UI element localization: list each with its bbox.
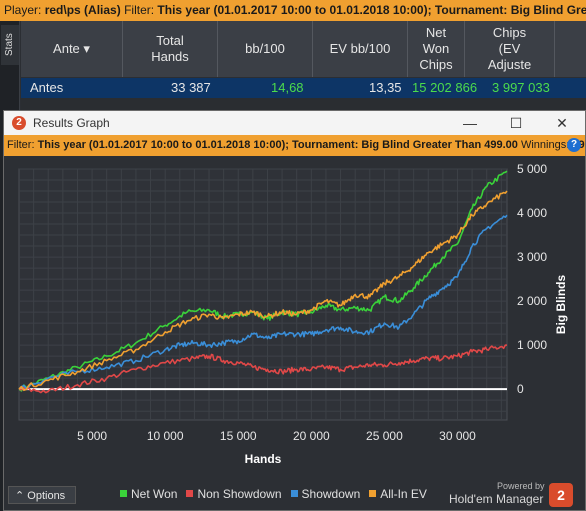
row-name: Antes	[30, 78, 63, 98]
y-axis-label: Big Blinds	[554, 275, 568, 335]
table-row[interactable]: Antes 33 387 14,68 13,35 15 202 866 3 99…	[21, 78, 586, 98]
row-bb100: 14,68	[271, 78, 304, 98]
column-chips-ev[interactable]: Chips (EV Adjuste	[465, 21, 555, 77]
row-chips-ev: 3 997 033	[492, 78, 550, 98]
winnings-label: Winnings:	[521, 139, 569, 151]
window-title: Results Graph	[33, 116, 110, 130]
legend-label: Net Won	[131, 487, 177, 501]
results-chart: 0 1 000 2 000 3 000 4 000 5 000 5 000 10 000 15 …	[4, 156, 585, 478]
results-graph-window: 2 Results Graph — ☐ ✕ Filter: This year …	[3, 110, 586, 511]
y-tick-label: 3 000	[517, 250, 547, 264]
legend-swatch	[186, 490, 193, 497]
column-ev-bb100[interactable]: EV bb/100	[313, 21, 408, 77]
chart-bottom-bar: ⌃ Options Net Won Non Showdown Showdown All…	[4, 478, 585, 510]
options-button[interactable]: ⌃ Options	[8, 486, 76, 504]
brand-logo-icon: 2	[549, 483, 573, 507]
window-titlebar[interactable]: 2 Results Graph — ☐ ✕	[4, 111, 585, 135]
y-tick-label: 4 000	[517, 206, 547, 220]
column-net-won[interactable]: Net Won Chips	[408, 21, 465, 77]
legend-item[interactable]: Showdown	[291, 487, 361, 501]
x-tick-label: 20 000	[293, 429, 330, 443]
y-tick-label: 2 000	[517, 294, 547, 308]
player-label: Player:	[4, 3, 41, 17]
legend-swatch	[369, 490, 376, 497]
x-tick-label: 25 000	[366, 429, 403, 443]
stats-tab[interactable]: Stats	[1, 25, 19, 65]
x-axis-label: Hands	[245, 452, 282, 466]
minimize-icon[interactable]: —	[447, 111, 493, 135]
y-tick-label: 0	[517, 382, 524, 396]
global-filter-bar: Player: red\ps (Alias) Filter: This year…	[0, 0, 586, 21]
column-bb100[interactable]: bb/100	[218, 21, 313, 77]
graph-filter-value: This year (01.01.2017 10:00 to 01.01.201…	[38, 139, 518, 151]
column-total-hands[interactable]: Total Hands	[123, 21, 218, 77]
y-tick-label: 1 000	[517, 338, 547, 352]
legend-item[interactable]: Non Showdown	[186, 487, 281, 501]
chart-legend: Net Won Non Showdown Showdown All-In EV	[120, 487, 436, 501]
maximize-icon[interactable]: ☐	[493, 111, 539, 135]
app-logo-icon: 2	[12, 116, 26, 130]
close-icon[interactable]: ✕	[539, 111, 585, 135]
legend-label: All-In EV	[380, 487, 427, 501]
graph-filter-label: Filter:	[7, 139, 35, 151]
row-total-hands: 33 387	[171, 78, 211, 98]
y-tick-label: 5 000	[517, 162, 547, 176]
x-tick-label: 5 000	[77, 429, 107, 443]
legend-swatch	[291, 490, 298, 497]
x-tick-label: 30 000	[439, 429, 476, 443]
column-ante[interactable]: Ante ▾	[21, 21, 123, 77]
filter-value: This year (01.01.2017 10:00 to 01.01.201…	[157, 3, 586, 17]
x-tick-label: 10 000	[147, 429, 184, 443]
graph-filter-bar: Filter: This year (01.01.2017 10:00 to 0…	[4, 135, 585, 156]
legend-item[interactable]: All-In EV	[369, 487, 427, 501]
stats-table-header: Ante ▾ Total Hands bb/100 EV bb/100 Net …	[21, 21, 586, 77]
filter-label: Filter:	[124, 3, 154, 17]
player-value: red\ps (Alias)	[45, 3, 121, 17]
legend-label: Non Showdown	[197, 487, 281, 501]
row-net-won: 15 202 866	[412, 78, 477, 98]
x-tick-label: 15 000	[220, 429, 257, 443]
powered-by-label: Powered by	[497, 481, 545, 491]
brand-name: Hold'em Manager	[449, 492, 543, 506]
legend-swatch	[120, 490, 127, 497]
help-icon[interactable]: ?	[567, 138, 581, 152]
legend-item[interactable]: Net Won	[120, 487, 177, 501]
row-ev-bb100: 13,35	[369, 78, 402, 98]
legend-label: Showdown	[302, 487, 361, 501]
